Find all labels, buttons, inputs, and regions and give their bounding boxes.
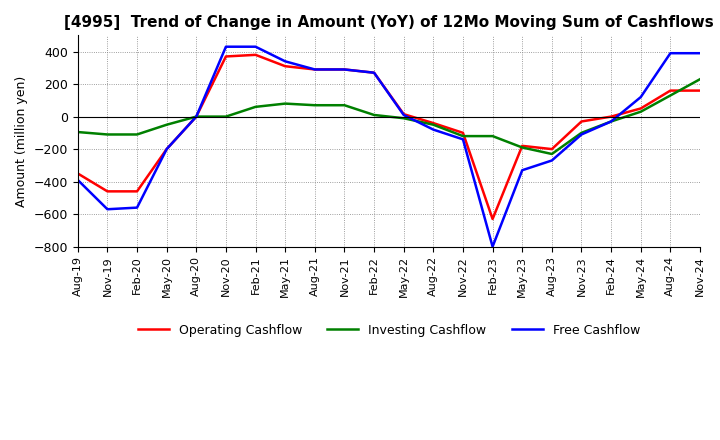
- Free Cashflow: [459, 137, 467, 142]
- Line: Free Cashflow: Free Cashflow: [78, 47, 700, 247]
- Operating Cashflow: [547, 147, 556, 152]
- Legend: Operating Cashflow, Investing Cashflow, Free Cashflow: Operating Cashflow, Investing Cashflow, …: [132, 319, 645, 342]
- Investing Cashflow: [607, 119, 616, 124]
- Operating Cashflow: [370, 70, 379, 75]
- Investing Cashflow: [696, 77, 704, 82]
- Investing Cashflow: [666, 93, 675, 98]
- Investing Cashflow: [547, 151, 556, 157]
- Operating Cashflow: [696, 88, 704, 93]
- Operating Cashflow: [636, 106, 645, 111]
- Investing Cashflow: [162, 122, 171, 127]
- Y-axis label: Amount (million yen): Amount (million yen): [15, 75, 28, 207]
- Investing Cashflow: [636, 109, 645, 114]
- Operating Cashflow: [192, 114, 201, 119]
- Free Cashflow: [222, 44, 230, 49]
- Investing Cashflow: [488, 133, 497, 139]
- Free Cashflow: [488, 244, 497, 249]
- Investing Cashflow: [429, 122, 438, 127]
- Investing Cashflow: [281, 101, 289, 106]
- Free Cashflow: [251, 44, 260, 49]
- Operating Cashflow: [310, 67, 319, 72]
- Operating Cashflow: [429, 121, 438, 126]
- Free Cashflow: [103, 207, 112, 212]
- Free Cashflow: [518, 168, 526, 173]
- Operating Cashflow: [488, 216, 497, 222]
- Free Cashflow: [636, 95, 645, 100]
- Free Cashflow: [281, 59, 289, 64]
- Line: Investing Cashflow: Investing Cashflow: [78, 79, 700, 154]
- Free Cashflow: [696, 51, 704, 56]
- Title: [4995]  Trend of Change in Amount (YoY) of 12Mo Moving Sum of Cashflows: [4995] Trend of Change in Amount (YoY) o…: [64, 15, 714, 30]
- Free Cashflow: [577, 132, 586, 137]
- Investing Cashflow: [73, 129, 82, 135]
- Free Cashflow: [192, 114, 201, 119]
- Operating Cashflow: [666, 88, 675, 93]
- Operating Cashflow: [577, 119, 586, 124]
- Operating Cashflow: [162, 147, 171, 152]
- Operating Cashflow: [340, 67, 348, 72]
- Free Cashflow: [370, 70, 379, 75]
- Investing Cashflow: [103, 132, 112, 137]
- Investing Cashflow: [518, 145, 526, 150]
- Operating Cashflow: [518, 143, 526, 148]
- Investing Cashflow: [459, 133, 467, 139]
- Investing Cashflow: [132, 132, 141, 137]
- Free Cashflow: [400, 112, 408, 117]
- Free Cashflow: [340, 67, 348, 72]
- Operating Cashflow: [251, 52, 260, 58]
- Investing Cashflow: [192, 114, 201, 119]
- Operating Cashflow: [222, 54, 230, 59]
- Operating Cashflow: [132, 189, 141, 194]
- Line: Operating Cashflow: Operating Cashflow: [78, 55, 700, 219]
- Investing Cashflow: [251, 104, 260, 110]
- Investing Cashflow: [370, 112, 379, 117]
- Investing Cashflow: [577, 130, 586, 136]
- Operating Cashflow: [73, 171, 82, 176]
- Free Cashflow: [73, 177, 82, 183]
- Investing Cashflow: [340, 103, 348, 108]
- Operating Cashflow: [459, 130, 467, 136]
- Operating Cashflow: [400, 111, 408, 117]
- Free Cashflow: [666, 51, 675, 56]
- Operating Cashflow: [281, 63, 289, 69]
- Investing Cashflow: [222, 114, 230, 119]
- Free Cashflow: [310, 67, 319, 72]
- Free Cashflow: [162, 147, 171, 152]
- Free Cashflow: [429, 127, 438, 132]
- Operating Cashflow: [103, 189, 112, 194]
- Investing Cashflow: [310, 103, 319, 108]
- Free Cashflow: [132, 205, 141, 210]
- Free Cashflow: [547, 158, 556, 163]
- Investing Cashflow: [400, 116, 408, 121]
- Operating Cashflow: [607, 114, 616, 119]
- Free Cashflow: [607, 119, 616, 124]
